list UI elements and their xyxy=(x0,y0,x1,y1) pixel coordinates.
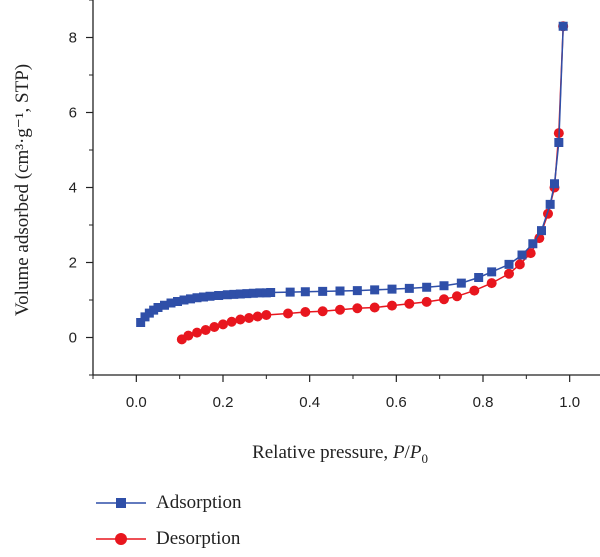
data-point-adsorption xyxy=(504,259,514,269)
data-point-desorption xyxy=(209,322,220,332)
series-adsorption xyxy=(136,21,568,327)
data-point-adsorption xyxy=(370,285,380,295)
data-point-adsorption xyxy=(439,281,449,291)
series-desorption xyxy=(176,21,569,345)
data-point-desorption xyxy=(183,330,194,341)
y-tick-label: 6 xyxy=(69,105,77,122)
legend: Adsorption Desorption xyxy=(96,485,242,557)
data-point-desorption xyxy=(283,308,293,319)
data-point-desorption xyxy=(300,307,311,317)
data-point-desorption xyxy=(200,325,211,335)
data-point-desorption xyxy=(439,294,449,305)
data-point-adsorption xyxy=(179,295,189,305)
data-point-desorption xyxy=(504,268,514,279)
data-point-adsorption xyxy=(558,21,568,31)
data-point-desorption xyxy=(235,314,246,325)
data-point-adsorption xyxy=(136,318,146,327)
data-point-desorption xyxy=(525,248,536,259)
y-tick-label: 0 xyxy=(69,330,77,347)
data-point-adsorption xyxy=(160,300,169,310)
data-point-desorption xyxy=(335,304,345,315)
data-point-desorption xyxy=(514,259,525,270)
data-point-adsorption xyxy=(285,287,295,297)
legend-swatch-adsorption xyxy=(96,495,146,511)
data-point-adsorption xyxy=(192,293,202,303)
tick-labels: 0.0 0.2 0.4 0.6 0.8 1.0 0 2 4 6 8 xyxy=(69,30,580,412)
data-point-desorption xyxy=(226,316,237,327)
data-point-adsorption xyxy=(554,138,564,147)
data-point-adsorption xyxy=(487,267,497,277)
x-tick-label: 0.8 xyxy=(473,394,494,411)
data-point-adsorption xyxy=(153,303,163,312)
legend-label-adsorption: Adsorption xyxy=(156,492,242,513)
data-point-adsorption xyxy=(545,199,555,209)
y-tick-label: 4 xyxy=(69,180,77,197)
data-point-adsorption xyxy=(474,273,484,282)
data-point-adsorption xyxy=(404,283,414,293)
data-point-desorption xyxy=(244,313,254,323)
x-tick-label: 1.0 xyxy=(559,394,580,411)
data-point-adsorption xyxy=(335,286,345,296)
x-axis-title: Relative pressure, P/P0 xyxy=(252,442,428,466)
data-point-adsorption xyxy=(205,291,215,301)
data-point-desorption xyxy=(192,327,202,338)
data-point-desorption xyxy=(317,306,328,317)
data-point-desorption xyxy=(387,300,397,311)
data-point-adsorption xyxy=(166,298,176,308)
x-tick-label: 0.2 xyxy=(213,394,234,411)
data-point-adsorption xyxy=(229,289,239,299)
x-tick-label: 0.0 xyxy=(126,394,147,411)
data-point-desorption xyxy=(486,278,497,289)
data-point-adsorption xyxy=(550,179,559,189)
data-point-adsorption xyxy=(318,286,328,296)
data-point-adsorption xyxy=(199,292,208,302)
data-point-desorption xyxy=(352,303,363,314)
data-point-adsorption xyxy=(255,288,265,298)
axes xyxy=(86,0,600,382)
data-point-adsorption xyxy=(222,290,232,300)
y-axis-title: Volume adsorbed (cm³·g⁻¹, STP) xyxy=(12,64,33,316)
data-point-adsorption xyxy=(235,289,245,299)
plot-area xyxy=(136,21,569,345)
data-point-adsorption xyxy=(248,288,258,298)
x-tick-label: 0.6 xyxy=(386,394,407,411)
data-point-adsorption xyxy=(173,297,182,306)
y-tick-label: 8 xyxy=(69,30,77,47)
data-point-adsorption xyxy=(387,284,397,294)
data-point-adsorption xyxy=(422,282,432,292)
data-point-adsorption xyxy=(352,286,362,296)
data-point-desorption xyxy=(369,302,380,313)
isotherm-chart: 0.0 0.2 0.4 0.6 0.8 1.0 0 2 4 6 8 Relative pressur… xyxy=(12,0,600,466)
legend-swatch-desorption xyxy=(96,531,146,547)
data-point-adsorption xyxy=(528,239,538,249)
data-point-adsorption xyxy=(214,291,224,300)
x-tick-label: 0.4 xyxy=(299,394,320,411)
data-point-adsorption xyxy=(242,289,252,299)
legend-label-desorption: Desorption xyxy=(156,528,241,549)
data-point-adsorption xyxy=(186,294,195,304)
data-point-adsorption xyxy=(456,278,466,288)
data-point-desorption xyxy=(469,285,480,296)
data-point-adsorption xyxy=(537,226,546,236)
data-point-desorption xyxy=(252,311,263,322)
data-point-desorption xyxy=(452,291,462,302)
legend-item-desorption: Desorption xyxy=(96,521,242,557)
data-point-desorption xyxy=(261,310,272,320)
data-point-adsorption xyxy=(517,250,527,260)
data-point-adsorption xyxy=(300,287,310,297)
y-tick-label: 2 xyxy=(69,255,77,272)
data-point-desorption xyxy=(404,298,415,309)
legend-item-adsorption: Adsorption xyxy=(96,485,242,521)
data-point-desorption xyxy=(218,319,228,330)
data-point-adsorption xyxy=(266,288,276,297)
data-point-desorption xyxy=(421,296,432,307)
